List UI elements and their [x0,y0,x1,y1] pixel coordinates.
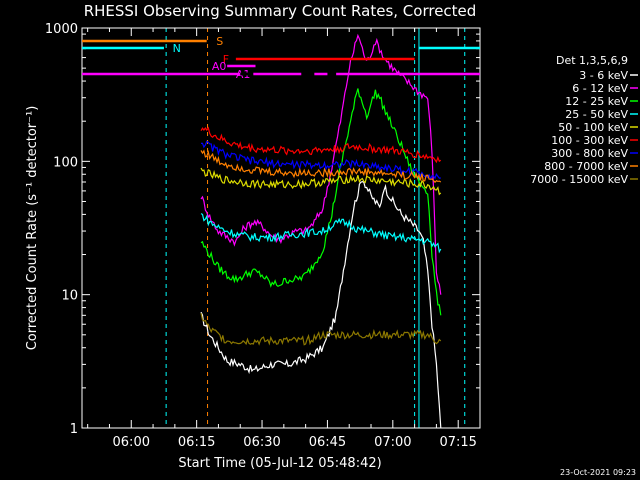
x-tick-label: 07:00 [374,435,411,450]
x-tick-label: 06:30 [243,435,280,450]
series-line [200,126,442,164]
plot-frame [81,27,481,429]
legend-entry-label: 6 - 12 keV [572,82,628,95]
legend-title: Det 1,3,5,6,9 [556,54,628,67]
legend-entry-label: 300 - 800 keV [551,147,628,160]
legend-entry-label: 800 - 7000 keV [544,160,628,173]
series-line [201,140,441,181]
annotation-layer: SNFA0A1 [82,35,480,81]
flag-label: S [216,35,223,48]
x-tick-label: 06:15 [178,435,215,450]
legend-entry-label: 25 - 50 keV [565,108,628,121]
series-line [200,167,442,196]
footer-timestamp: 23-Oct-2021 09:23 [560,468,636,477]
x-tick-label: 07:15 [439,435,476,450]
y-tick-label: 1 [70,422,78,437]
flag-label: A0 [212,60,227,73]
x-axis-label: Start Time (05-Jul-12 05:48:42) [178,456,381,471]
series-line [200,88,442,316]
series-line [200,149,442,184]
y-axis-label: Corrected Count Rate (s⁻¹ detector⁻¹) [25,106,40,351]
legend-entry-label: 7000 - 15000 keV [530,173,628,186]
series-line [200,312,442,346]
legend-entry-label: 12 - 25 keV [565,95,628,108]
legend-entry-label: 100 - 300 keV [551,134,628,147]
flag-label: N [173,42,181,55]
legend-entry-label: 50 - 100 keV [558,121,628,134]
x-tick-label: 06:00 [113,435,150,450]
legend-entry-label: 3 - 6 keV [579,69,628,82]
series-line [200,181,442,429]
series-line [200,213,442,254]
y-tick-label: 1000 [45,22,78,37]
axis-layer: 1 10 100 1000 06:00 06:15 06:30 06:45 07:00 07:15 [45,22,481,450]
chart-title: RHESSI Observing Summary Count Rates, Co… [84,2,477,20]
flag-label: F [223,53,229,66]
y-tick-label: 10 [61,289,78,304]
x-tick-label: 06:45 [309,435,346,450]
y-tick-label: 100 [53,155,78,170]
